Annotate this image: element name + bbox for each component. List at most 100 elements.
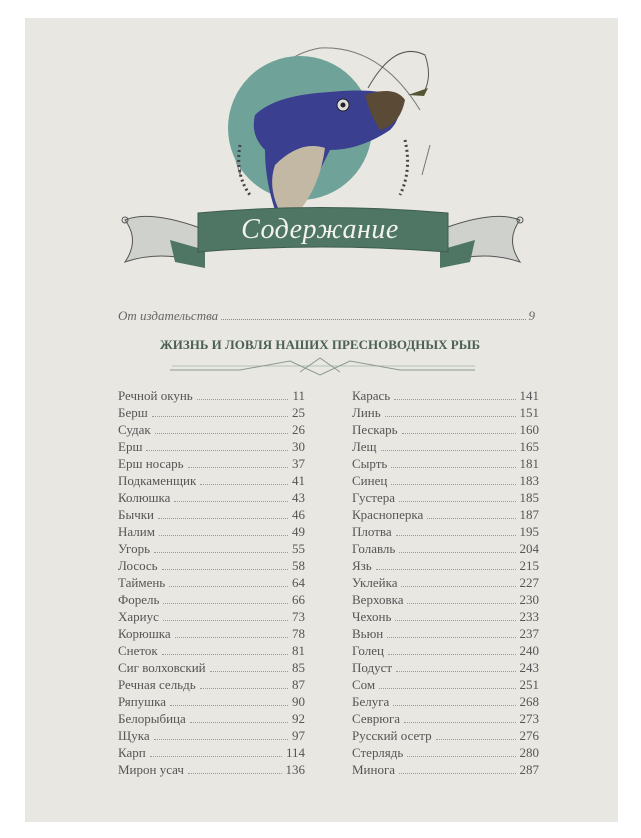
entry-title: Минога	[352, 762, 396, 777]
dot-leader	[187, 773, 282, 774]
toc-entry[interactable]: Речной окунь 11	[118, 388, 305, 405]
entry-page: 73	[292, 609, 305, 624]
entry-title: Ерш	[118, 439, 143, 454]
fish-mouth	[365, 91, 405, 130]
toc-entry[interactable]: Голавль 204	[352, 541, 539, 558]
entry-page: 41	[292, 473, 305, 488]
toc-entry[interactable]: Верховка 230	[352, 592, 539, 609]
toc-entry[interactable]: Плотва 195	[352, 524, 539, 541]
dot-leader	[395, 535, 516, 536]
toc-entry[interactable]: Подкаменщик 41	[118, 473, 305, 490]
section-title: ЖИЗНЬ И ЛОВЛЯ НАШИХ ПРЕСНОВОДНЫХ РЫБ	[159, 337, 481, 352]
toc-entry[interactable]: Хариус 73	[118, 609, 305, 626]
dot-leader	[407, 756, 516, 757]
toc-entry[interactable]: Стерлядь 280	[352, 745, 539, 762]
toc-entry[interactable]: Белуга 268	[352, 694, 539, 711]
fishing-line	[367, 51, 429, 91]
toc-entry[interactable]: Голец 240	[352, 643, 539, 660]
toc-entry[interactable]: Угорь 55	[118, 541, 305, 558]
toc-entry[interactable]: Ряпушка 90	[118, 694, 305, 711]
toc-entry[interactable]: Снеток 81	[118, 643, 305, 660]
toc-entry[interactable]: Таймень 64	[118, 575, 305, 592]
entry-page: 92	[292, 711, 305, 726]
entry-title: Уклейка	[352, 575, 398, 590]
toc-entry[interactable]: Уклейка 227	[352, 575, 539, 592]
dot-leader	[170, 705, 288, 706]
toc-entry[interactable]: Налим 49	[118, 524, 305, 541]
entry-title: Чехонь	[352, 609, 392, 624]
toc-entry[interactable]: Русский осетр 276	[352, 728, 539, 745]
dot-leader	[399, 552, 516, 553]
entry-title: Пескарь	[352, 422, 398, 437]
entry-page: 11	[292, 388, 305, 403]
toc-entry[interactable]: Мирон усач 136	[118, 762, 305, 779]
dot-leader	[399, 773, 516, 774]
entry-page: 287	[519, 762, 540, 777]
fish-belly	[272, 146, 325, 210]
entry-page: 66	[292, 592, 305, 607]
entry-title: Лещ	[352, 439, 377, 454]
toc-entry[interactable]: Белорыбица 92	[118, 711, 305, 728]
dot-leader	[189, 722, 288, 723]
toc-entry[interactable]: Чехонь 233	[352, 609, 539, 626]
dot-leader	[187, 467, 288, 468]
entry-page: 276	[519, 728, 540, 743]
dot-leader	[396, 671, 516, 672]
entry-page: 204	[519, 541, 540, 556]
dot-leader	[146, 450, 288, 451]
ribbon-curl	[516, 216, 524, 224]
entry-title: Ряпушка	[118, 694, 167, 709]
entry-title: Язь	[352, 558, 372, 573]
toc-entry[interactable]: Красноперка 187	[352, 507, 539, 524]
toc-column-left: Речной окунь 11 Берш 25 Судак 26 Ерш 30 Ерш носа…	[118, 388, 305, 779]
toc-entry[interactable]: Сиг волховский 85	[118, 660, 305, 677]
dot-leader	[149, 756, 282, 757]
entry-title: Стерлядь	[352, 745, 404, 760]
toc-entry[interactable]: Речная сельдь 87	[118, 677, 305, 694]
toc-entry[interactable]: Берш 25	[118, 405, 305, 422]
toc-entry[interactable]: Судак 26	[118, 422, 305, 439]
toc-entry[interactable]: Язь 215	[352, 558, 539, 575]
toc-entry[interactable]: Лещ 165	[352, 439, 539, 456]
toc-entry[interactable]: Корюшка 78	[118, 626, 305, 643]
entry-title: Налим	[118, 524, 155, 539]
dot-leader	[221, 319, 526, 320]
entry-title: Карась	[352, 388, 391, 403]
fish-pupil	[340, 102, 346, 108]
entry-page: 151	[519, 405, 540, 420]
entry-title: Колюшка	[118, 490, 171, 505]
toc-entry[interactable]: Сом 251	[352, 677, 539, 694]
toc-entry[interactable]: Ерш 30	[118, 439, 305, 456]
toc-entry[interactable]: Карп 114	[118, 745, 305, 762]
toc-entry[interactable]: Ерш носарь 37	[118, 456, 305, 473]
toc-entry[interactable]: Минога 287	[352, 762, 539, 779]
entry-page: 230	[519, 592, 540, 607]
toc-entry[interactable]: Вьюн 237	[352, 626, 539, 643]
toc-entry[interactable]: Форель 66	[118, 592, 305, 609]
toc-entry[interactable]: Густера 185	[352, 490, 539, 507]
toc-entry[interactable]: Бычки 46	[118, 507, 305, 524]
entry-page: 195	[519, 524, 540, 539]
entry-page: 227	[519, 575, 540, 590]
entry-page: 233	[519, 609, 540, 624]
entry-title: Русский осетр	[352, 728, 432, 743]
toc-entry[interactable]: Пескарь 160	[352, 422, 539, 439]
entry-page: 273	[519, 711, 540, 726]
dot-leader	[162, 620, 288, 621]
toc-entry[interactable]: Синец 183	[352, 473, 539, 490]
dot-leader	[151, 416, 288, 417]
dot-leader	[161, 569, 288, 570]
dot-leader	[161, 654, 288, 655]
entry-page: 268	[519, 694, 540, 709]
entry-title: Голавль	[352, 541, 396, 556]
toc-entry[interactable]: Колюшка 43	[118, 490, 305, 507]
toc-entry[interactable]: Щука 97	[118, 728, 305, 745]
publisher-note-entry[interactable]: От издательства 9	[118, 308, 535, 324]
toc-entry[interactable]: Карась 141	[352, 388, 539, 405]
toc-entry[interactable]: Подуст 243	[352, 660, 539, 677]
toc-entry[interactable]: Линь 151	[352, 405, 539, 422]
toc-entry[interactable]: Сырть 181	[352, 456, 539, 473]
toc-entry[interactable]: Севрюга 273	[352, 711, 539, 728]
toc-entry[interactable]: Лосось 58	[118, 558, 305, 575]
